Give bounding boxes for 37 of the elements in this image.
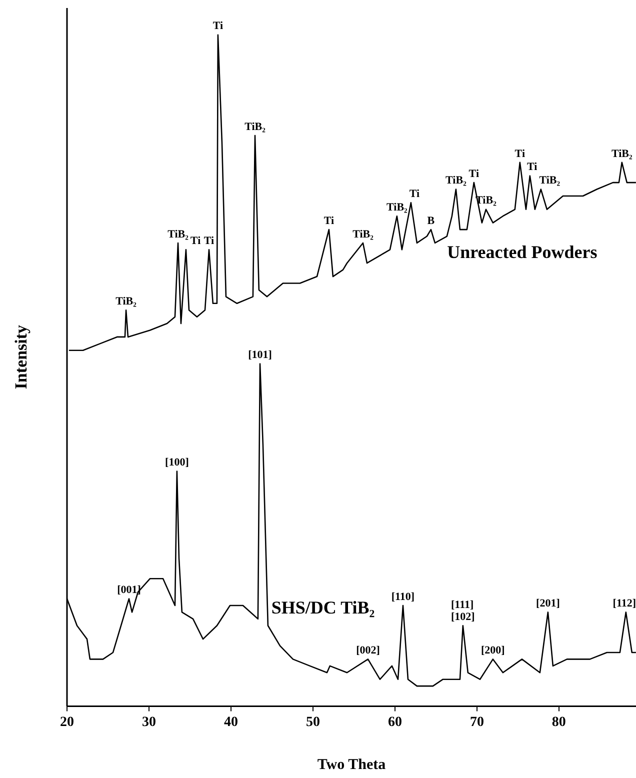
annotation: [112] (612, 598, 636, 610)
x-tick-label: 30 (142, 715, 156, 730)
annotation: TiB₂ (244, 120, 266, 133)
annotation: Ti (324, 214, 334, 227)
annotation: TiB₂ (446, 174, 468, 187)
annotation: [110] (391, 590, 415, 603)
x-tick-label: 50 (306, 715, 320, 730)
annotation: [101] (248, 349, 272, 362)
annotation: Ti (468, 168, 480, 180)
annotation: Ti (190, 235, 201, 248)
annotation: TiB₂ (611, 148, 634, 160)
x-tick-label: 40 (224, 715, 238, 730)
y-axis-title: Intensity (11, 324, 30, 390)
annotation: TiB₂ (168, 228, 190, 240)
annotation: TiB₂ (116, 295, 138, 308)
annotation: [200] (481, 644, 505, 657)
annotation: Ti (212, 20, 224, 32)
x-tick-label: 20 (60, 715, 74, 730)
annotation: Ti (204, 235, 214, 248)
annotation: [111] [102] (451, 598, 475, 623)
x-tick-label: 60 (388, 715, 402, 730)
annotation: Ti (514, 148, 526, 160)
x-tick-label: 80 (552, 715, 566, 730)
annotation: [201] (536, 598, 560, 610)
x-axis-title: Two Theta (317, 756, 386, 773)
series-label: SHS/DC TiB₂ (271, 597, 375, 618)
annotation: [001] (117, 584, 141, 596)
series-label: Unreacted Powders (447, 242, 598, 262)
x-tick-label: 70 (470, 715, 484, 730)
annotation: [100] (165, 456, 189, 469)
annotation: Ti (527, 161, 538, 174)
annotation: [002] (356, 644, 380, 657)
annotation: TiB₂ (352, 228, 374, 240)
annotation: B (427, 214, 436, 227)
annotation: TiB₂ (386, 201, 408, 214)
annotation: TiB₂ (539, 174, 561, 187)
annotation: Ti (409, 188, 420, 200)
